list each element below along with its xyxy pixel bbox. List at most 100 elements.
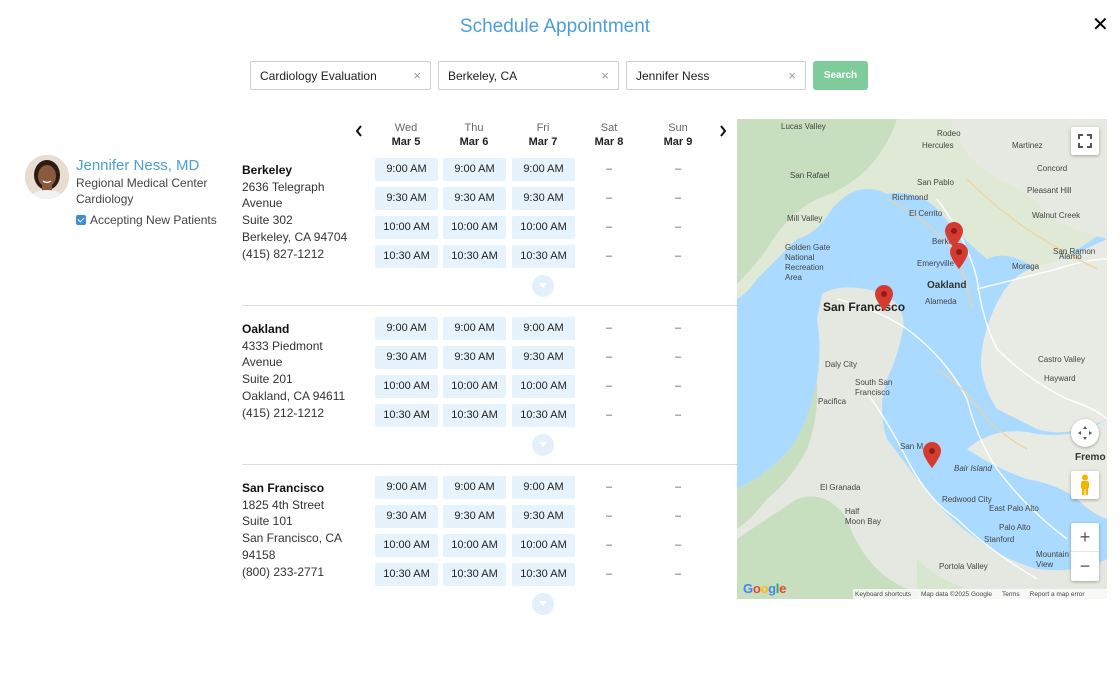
map-label: Mountain View	[1036, 550, 1069, 569]
time-slot-button[interactable]: 9:30 AM	[375, 187, 438, 210]
map-label: East Palo Alto	[989, 504, 1039, 513]
location-detail-line: Oakland, CA 94611	[242, 388, 346, 403]
map-label: Moraga	[1012, 262, 1040, 271]
map-label: Redwood City	[942, 495, 992, 504]
time-slot-button[interactable]: 10:30 AM	[443, 245, 506, 268]
location-pin-icon[interactable]	[950, 243, 968, 269]
time-slot-button[interactable]: 9:00 AM	[512, 476, 575, 499]
fullscreen-icon[interactable]	[1071, 127, 1099, 155]
clear-provider-icon[interactable]: ×	[788, 68, 796, 83]
time-slot-button[interactable]: 10:00 AM	[375, 216, 438, 239]
unavailable-slot: –	[674, 250, 682, 262]
day-name: Fri	[536, 122, 550, 134]
location-pin-icon[interactable]	[875, 285, 893, 311]
specialty-field[interactable]: Cardiology Evaluation ×	[250, 61, 431, 90]
map-label: Stanford	[984, 535, 1015, 544]
time-slot-button[interactable]: 9:00 AM	[443, 476, 506, 499]
close-icon[interactable]: ✕	[1092, 14, 1109, 36]
time-slot-button[interactable]: 9:30 AM	[512, 346, 575, 369]
accepting-label: Accepting New Patients	[90, 213, 217, 227]
location-detail-line: Avenue	[242, 196, 283, 211]
day-header: Sun Mar 9	[647, 121, 709, 149]
time-slot-button[interactable]: 10:00 AM	[375, 375, 438, 398]
time-slot-button[interactable]: 10:00 AM	[512, 534, 575, 557]
pegman-icon[interactable]	[1071, 471, 1099, 499]
time-slot-button[interactable]: 9:30 AM	[375, 346, 438, 369]
zoom-out-button[interactable]: −	[1079, 556, 1091, 576]
map-label: San M	[900, 442, 924, 451]
time-slot-button[interactable]: 10:30 AM	[375, 245, 438, 268]
location-detail-line: (415) 212-1212	[242, 405, 325, 420]
time-slot-button[interactable]: 10:00 AM	[443, 216, 506, 239]
time-slot-button[interactable]: 9:30 AM	[375, 505, 438, 528]
unavailable-slot: –	[605, 539, 613, 551]
zoom-control: + −	[1071, 523, 1099, 581]
unavailable-slot: –	[674, 351, 682, 363]
map-pan-control-icon[interactable]	[1071, 419, 1099, 447]
unavailable-slot: –	[605, 322, 613, 334]
time-slot-button[interactable]: 10:30 AM	[512, 404, 575, 427]
doctor-name[interactable]: Jennifer Ness, MD	[76, 157, 200, 174]
time-slot-button[interactable]: 9:30 AM	[443, 187, 506, 210]
time-slot-button[interactable]: 9:00 AM	[375, 476, 438, 499]
keyboard-shortcuts-link[interactable]: Keyboard shortcuts	[855, 590, 912, 598]
map[interactable]: Lucas Valley Rodeo Hercules Martinez San…	[737, 119, 1107, 599]
location-detail-line: Avenue	[242, 355, 283, 370]
location-detail-line: 1825 4th Street	[242, 497, 325, 512]
map-label: Half Moon Bay	[845, 507, 882, 526]
search-button[interactable]: Search	[813, 61, 868, 90]
time-slot-button[interactable]: 9:00 AM	[443, 317, 506, 340]
time-slot-button[interactable]: 10:30 AM	[375, 404, 438, 427]
clear-location-icon[interactable]: ×	[601, 68, 609, 83]
time-slot-button[interactable]: 9:30 AM	[443, 505, 506, 528]
time-slot-button[interactable]: 10:30 AM	[443, 404, 506, 427]
time-slot-button[interactable]: 10:30 AM	[375, 563, 438, 586]
provider-field[interactable]: Jennifer Ness ×	[626, 61, 806, 90]
clear-specialty-icon[interactable]: ×	[413, 68, 421, 83]
time-slot-button[interactable]: 9:00 AM	[375, 317, 438, 340]
day-name: Wed	[394, 122, 418, 134]
time-slot-button[interactable]: 10:00 AM	[512, 375, 575, 398]
show-more-times-chevron-icon[interactable]	[532, 593, 554, 615]
location-pin-icon[interactable]	[945, 222, 963, 248]
time-slot-button[interactable]: 10:00 AM	[443, 534, 506, 557]
time-slot-button[interactable]: 10:30 AM	[512, 563, 575, 586]
time-slot-button[interactable]: 10:30 AM	[443, 563, 506, 586]
unavailable-slot: –	[674, 192, 682, 204]
day-header: Fri Mar 7	[512, 121, 574, 149]
next-week-chevron-icon[interactable]	[719, 125, 727, 140]
specialty-value: Cardiology Evaluation	[260, 69, 377, 83]
time-slot-button[interactable]: 9:00 AM	[512, 158, 575, 181]
time-slot-button[interactable]: 10:00 AM	[512, 216, 575, 239]
unavailable-slot: –	[674, 568, 682, 580]
day-date: Mar 6	[459, 136, 489, 148]
zoom-in-button[interactable]: +	[1071, 523, 1099, 552]
unavailable-slot: –	[605, 250, 613, 262]
map-label: Castro Valley	[1038, 355, 1085, 364]
report-map-error-link[interactable]: Report a map error	[1029, 590, 1085, 598]
time-slot-button[interactable]: 9:30 AM	[443, 346, 506, 369]
time-slot-button[interactable]: 9:30 AM	[512, 187, 575, 210]
time-slot-button[interactable]: 9:00 AM	[375, 158, 438, 181]
location-info: Berkeley 2636 Telegraph Avenue Suite 302 Ber…	[242, 162, 367, 262]
terms-link[interactable]: Terms	[1001, 590, 1020, 598]
time-slot-button[interactable]: 10:00 AM	[443, 375, 506, 398]
time-slot-button[interactable]: 10:30 AM	[512, 245, 575, 268]
show-more-times-chevron-icon[interactable]	[532, 275, 554, 297]
map-label: Daly City	[825, 360, 858, 369]
time-slot-button[interactable]: 9:00 AM	[512, 317, 575, 340]
day-header: Thu Mar 6	[443, 121, 505, 149]
location-pin-icon[interactable]	[923, 442, 941, 468]
location-detail-line: 4333 Piedmont	[242, 338, 323, 353]
time-slot-button[interactable]: 9:30 AM	[512, 505, 575, 528]
map-terrain	[737, 119, 1107, 599]
show-more-times-chevron-icon[interactable]	[532, 434, 554, 456]
time-slot-button[interactable]: 10:00 AM	[375, 534, 438, 557]
prev-week-chevron-icon[interactable]	[355, 125, 363, 140]
time-slot-button[interactable]: 9:00 AM	[443, 158, 506, 181]
map-label: Hayward	[1044, 374, 1076, 383]
day-header: Wed Mar 5	[375, 121, 437, 149]
page-title: Schedule Appointment	[459, 16, 651, 37]
unavailable-slot: –	[605, 568, 613, 580]
location-field[interactable]: Berkeley, CA ×	[438, 61, 619, 90]
